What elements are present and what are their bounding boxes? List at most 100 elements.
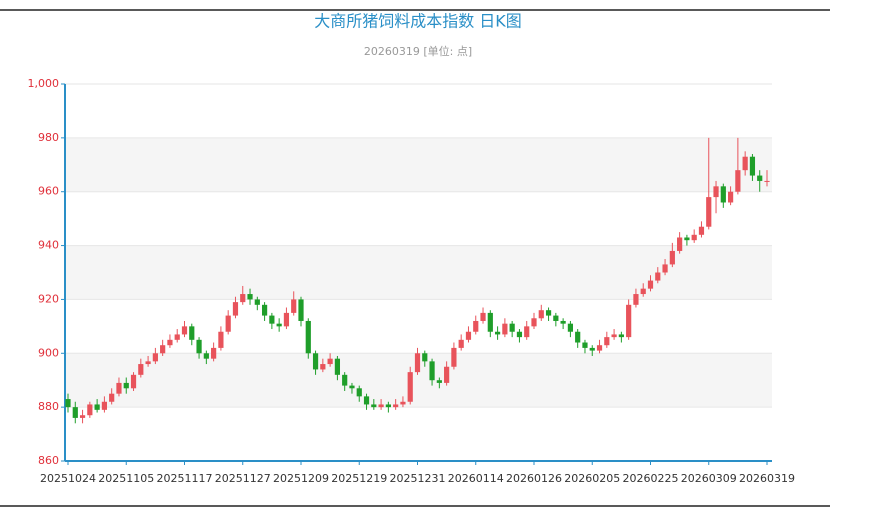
- candle-body: [524, 326, 530, 338]
- candle-body: [291, 299, 297, 313]
- candle-body: [65, 399, 71, 408]
- candle-body: [312, 353, 319, 370]
- candle-body: [79, 415, 86, 418]
- candle-body: [538, 310, 544, 319]
- candle-body: [356, 388, 362, 397]
- candle-body: [116, 382, 122, 394]
- candle-body: [677, 237, 683, 251]
- candle-body: [509, 323, 515, 332]
- candle-body: [436, 380, 442, 383]
- candle-body: [706, 197, 712, 227]
- candle-body: [305, 320, 311, 354]
- candle-body: [225, 315, 231, 332]
- x-tick-label: 20251127: [215, 472, 271, 485]
- y-tick-label: 900: [38, 346, 59, 359]
- candle-body: [545, 310, 552, 316]
- candle-body: [400, 401, 406, 405]
- candle-body: [473, 320, 479, 332]
- candle-body: [196, 339, 202, 354]
- y-tick-label: 1,000: [28, 77, 60, 90]
- candle-body: [174, 334, 180, 340]
- candle-body: [247, 294, 253, 300]
- candle-body: [626, 304, 632, 338]
- candle-body: [560, 320, 566, 324]
- candle-body: [414, 353, 421, 373]
- candle-body: [713, 186, 719, 198]
- y-tick-label: 920: [38, 292, 59, 305]
- candle-body: [684, 237, 690, 241]
- grid-band: [65, 245, 772, 300]
- candle-body: [487, 312, 493, 332]
- candle-body: [320, 364, 326, 370]
- candle-body: [349, 385, 355, 389]
- x-tick-label: 20251209: [273, 472, 329, 485]
- candle-body: [130, 374, 137, 389]
- candle-body: [429, 361, 435, 381]
- candle-body: [378, 404, 384, 408]
- x-tick-label: 20260126: [506, 472, 562, 485]
- x-tick-label: 20260309: [681, 472, 737, 485]
- candle-body: [327, 358, 333, 365]
- candle-body: [72, 407, 78, 418]
- candle-body: [181, 326, 188, 335]
- candle-body: [502, 323, 508, 335]
- candle-body: [640, 288, 646, 295]
- x-tick-label: 20251024: [40, 472, 96, 485]
- candle-body: [735, 170, 741, 192]
- candle-body: [604, 337, 610, 346]
- candle-body: [240, 294, 246, 303]
- candle-body: [407, 372, 413, 402]
- candle-body: [109, 393, 115, 402]
- candle-body: [298, 299, 304, 321]
- candle-body: [189, 326, 195, 340]
- grid-band: [65, 137, 772, 192]
- chart-subtitle: 20260319 [单位: 点]: [364, 44, 472, 58]
- candle-body: [203, 353, 209, 359]
- x-tick-label: 20260225: [623, 472, 679, 485]
- candle-body: [123, 382, 129, 389]
- x-tick-label: 20260205: [564, 472, 620, 485]
- chart-title: 大商所猪饲料成本指数 日K图: [314, 12, 522, 31]
- candle-body: [94, 404, 100, 410]
- candle-body: [138, 364, 144, 375]
- x-tick-label: 20251105: [98, 472, 154, 485]
- candle-body: [720, 186, 726, 203]
- candle-body: [422, 353, 428, 362]
- candle-body: [647, 280, 654, 289]
- candle-body: [167, 339, 173, 346]
- candle-body: [218, 331, 224, 348]
- candle-body: [575, 331, 581, 343]
- candle-body: [254, 299, 260, 305]
- y-tick-label: 960: [38, 185, 59, 198]
- candle-body: [393, 404, 399, 408]
- candle-body: [371, 404, 377, 408]
- candle-body: [152, 353, 158, 362]
- x-tick-label: 20260114: [448, 472, 504, 485]
- candle-body: [727, 191, 734, 203]
- y-tick-label: 880: [38, 400, 59, 413]
- candle-body: [334, 358, 341, 375]
- candle-body: [691, 234, 697, 241]
- candle-body: [261, 304, 268, 316]
- x-tick-label: 20260319: [739, 472, 795, 485]
- candle-body: [582, 342, 588, 348]
- y-tick-label: 940: [38, 239, 59, 252]
- candle-body: [385, 404, 391, 408]
- candle-body: [757, 175, 763, 181]
- candle-body: [283, 312, 290, 327]
- x-tick-label: 20251231: [390, 472, 446, 485]
- candle-body: [516, 331, 523, 338]
- candle-body: [211, 347, 217, 359]
- candle-body: [480, 312, 486, 321]
- candle-body: [494, 331, 501, 335]
- candle-body: [618, 334, 624, 338]
- candle-body: [269, 315, 275, 324]
- candle-body: [633, 294, 639, 305]
- candle-body: [458, 339, 464, 348]
- candle-body: [589, 347, 595, 351]
- candle-body: [742, 156, 748, 171]
- candle-body: [451, 347, 457, 367]
- candle-body: [662, 264, 668, 273]
- candle-body: [101, 401, 108, 410]
